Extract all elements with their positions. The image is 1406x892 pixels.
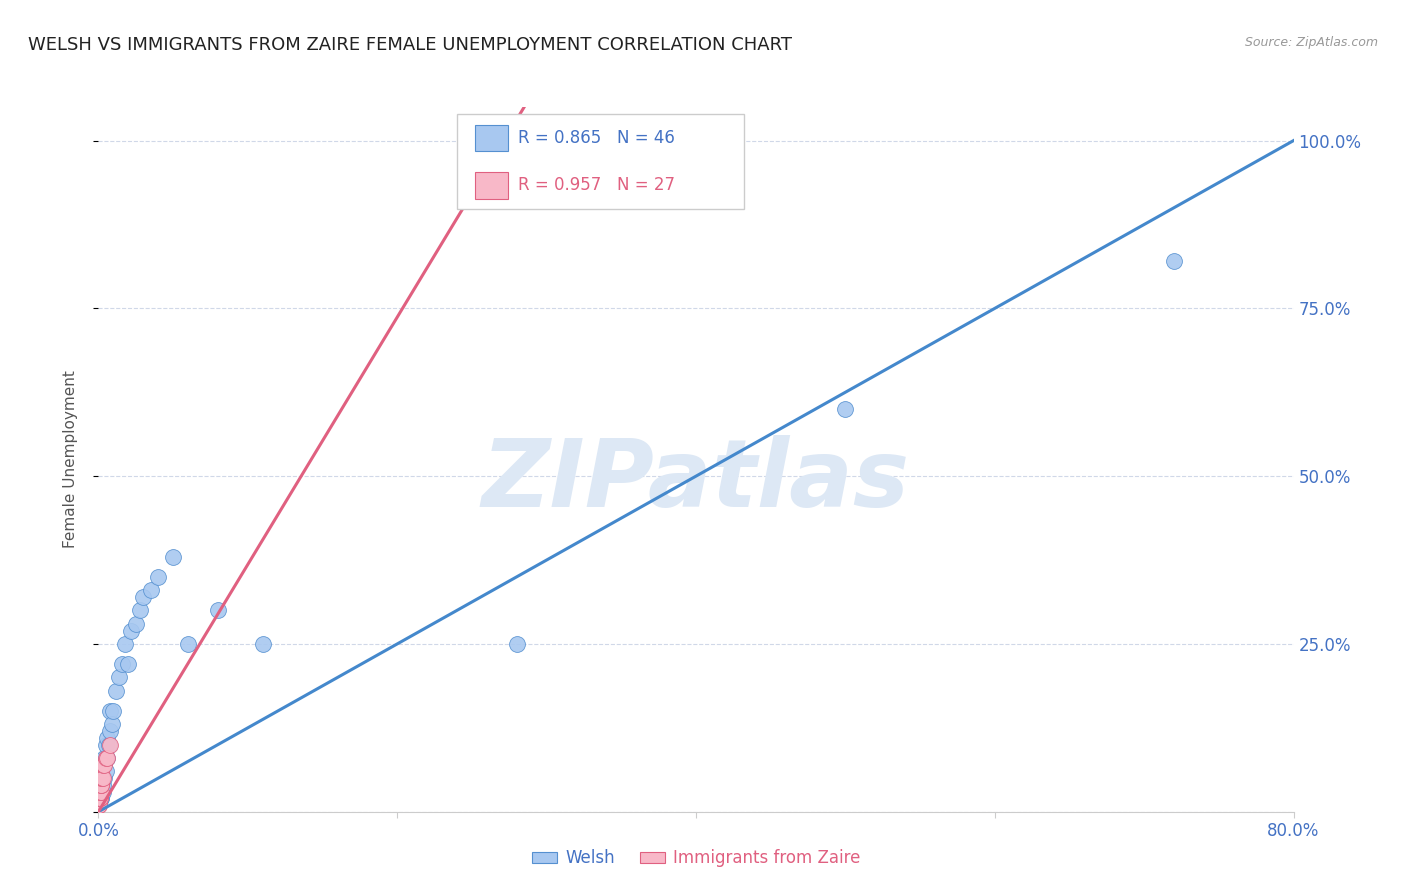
Point [117,657,139,671]
Point [91,757,114,772]
Point [90,791,112,805]
Point [89,791,111,805]
Point [89,791,111,805]
Point [177,637,200,651]
Point [91,771,114,785]
Point [89,784,111,798]
Point [98,724,122,739]
Point [94,764,117,779]
Point [120,624,142,638]
Point [90,778,112,792]
Point [90,778,112,792]
Point [87,791,110,805]
Point [91,771,114,785]
Point [834,402,856,417]
Point [90,784,112,798]
FancyBboxPatch shape [457,114,744,210]
Text: Source: ZipAtlas.com: Source: ZipAtlas.com [1244,36,1378,49]
Point [94,751,117,765]
Point [90,771,112,785]
Point [91,771,114,785]
Point [125,616,148,631]
Point [207,603,229,617]
Point [108,671,131,685]
Point [91,784,114,798]
Point [90,791,112,805]
Point [103,704,125,718]
Legend: Welsh, Immigrants from Zaire: Welsh, Immigrants from Zaire [524,843,868,874]
Point [89,791,111,805]
Point [506,153,529,168]
Text: ZIPatlas: ZIPatlas [482,434,910,526]
Point [89,778,111,792]
Point [89,784,111,798]
Point [101,717,124,731]
FancyBboxPatch shape [475,172,509,199]
Point [1163,254,1185,268]
Point [91,757,114,772]
Point [94,751,117,765]
Point [90,778,112,792]
Point [93,771,115,785]
Point [139,583,162,598]
Point [89,778,111,792]
Point [89,791,111,805]
Point [90,764,112,779]
Point [98,738,122,752]
Point [89,784,111,798]
Point [98,704,122,718]
Text: R = 0.957   N = 27: R = 0.957 N = 27 [517,177,675,194]
Point [90,778,112,792]
Point [89,784,111,798]
Point [90,784,112,798]
Y-axis label: Female Unemployment: Female Unemployment [63,370,77,549]
Point [93,757,115,772]
Point [96,751,118,765]
Point [94,738,117,752]
Point [96,751,118,765]
Point [87,797,110,812]
Point [111,657,134,671]
Point [89,784,111,798]
Point [89,791,111,805]
Point [90,764,112,779]
Point [96,731,118,745]
Point [114,637,136,651]
Point [97,738,120,752]
Point [91,778,114,792]
Point [132,590,155,604]
Point [105,684,128,698]
Point [90,771,112,785]
Point [89,791,111,805]
Point [162,549,184,564]
Point [252,637,274,651]
Text: WELSH VS IMMIGRANTS FROM ZAIRE FEMALE UNEMPLOYMENT CORRELATION CHART: WELSH VS IMMIGRANTS FROM ZAIRE FEMALE UN… [28,36,792,54]
Point [89,784,111,798]
Point [506,637,529,651]
FancyBboxPatch shape [475,125,509,152]
Point [93,751,115,765]
Point [129,603,152,617]
Point [93,757,115,772]
Point [148,570,170,584]
Point [87,797,110,812]
Point [90,771,112,785]
Text: R = 0.865   N = 46: R = 0.865 N = 46 [517,129,675,147]
